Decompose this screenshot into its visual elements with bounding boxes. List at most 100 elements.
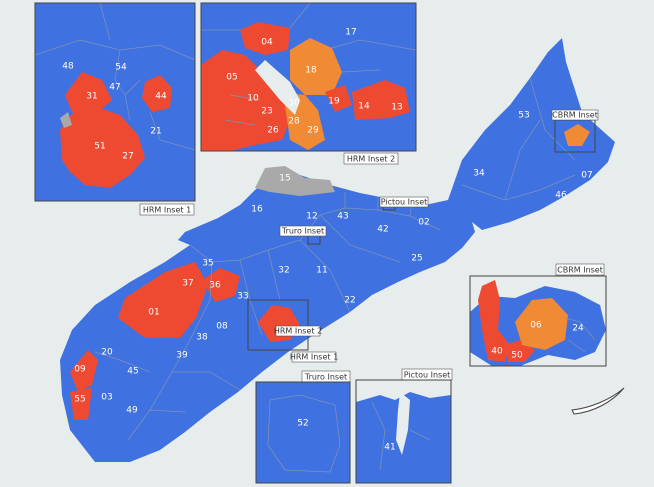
- pictou-water-2: [396, 392, 410, 455]
- hrm2-borders: [201, 2, 417, 126]
- hrm2-small-tag: HRM Inset 2: [274, 327, 322, 336]
- label-09: 09: [74, 365, 86, 375]
- label-02: 02: [418, 218, 429, 228]
- cbrm-frame: [469, 275, 607, 367]
- cbrm-small-tag-box: [551, 109, 599, 121]
- hrm1-label-51: 51: [94, 142, 105, 152]
- label-12: 12: [306, 212, 317, 222]
- label-39: 39: [176, 351, 188, 361]
- cbrm-label-24: 24: [572, 324, 584, 334]
- district-55: [70, 388, 92, 420]
- hrm2-district-18: [290, 38, 342, 95]
- hrm-inset-1: 21 27 31 44 47 48 51 54 HRM Inset 1: [34, 2, 196, 216]
- label-36: 36: [209, 281, 221, 291]
- hrm2-label-05: 05: [226, 73, 237, 83]
- hrm1-caption: HRM Inset 1: [143, 206, 191, 215]
- label-07: 07: [581, 171, 592, 181]
- label-16: 16: [251, 205, 263, 215]
- hrm2-label-17: 17: [345, 28, 356, 38]
- label-37: 37: [182, 279, 193, 289]
- hrm1-district-44: [142, 75, 172, 112]
- label-42: 42: [377, 225, 388, 235]
- hrm1-borders: [34, 2, 196, 151]
- hrm1-district-31: [65, 72, 112, 112]
- label-20: 20: [101, 348, 113, 358]
- hrm2-label-26: 26: [267, 126, 279, 136]
- label-34: 34: [473, 169, 485, 179]
- hrm1-label-21: 21: [150, 127, 161, 137]
- main-labels: 01 02 03 07 08 09 11 12 15 16 20 22 25 3…: [74, 111, 592, 416]
- sable-island: [571, 387, 625, 415]
- hrm2-water: [255, 60, 300, 115]
- pictou-frame: [355, 379, 452, 484]
- pictou-borders: [371, 401, 431, 471]
- hrm-locator-frame: [247, 299, 309, 351]
- label-38: 38: [196, 333, 208, 343]
- hrm2-label-29: 29: [307, 126, 319, 136]
- hrm2-district-05-10-23-26: [201, 50, 290, 151]
- cape-breton-shape: [448, 38, 615, 230]
- pictou-inset: Pictou Inset 41: [355, 368, 453, 484]
- truro-caption: Truro Inset: [304, 373, 347, 382]
- hrm1-label-54: 54: [115, 63, 127, 73]
- hrm1-small-tag: HRM Inset 1: [290, 353, 338, 362]
- hrm-inset-2: 04 05 10 13 14 17 18 19 23 26 28 29 30 H…: [200, 2, 417, 165]
- hrm2-label-19: 19: [328, 97, 340, 107]
- truro-small-tag: Truro Inset: [281, 227, 324, 236]
- district-09: [70, 350, 98, 392]
- label-43: 43: [337, 212, 348, 222]
- district-01: [118, 262, 208, 338]
- hrm1-gray: [60, 112, 72, 128]
- cbrm-small-tag: CBRM Inset: [552, 111, 598, 120]
- cbrm-borders: [564, 317, 596, 353]
- hrm2-caption: HRM Inset 2: [347, 155, 395, 164]
- hrm2-label-04: 04: [261, 38, 273, 48]
- cbrm-inset: CBRM Inset 06 24 40 50: [469, 263, 607, 367]
- label-53: 53: [518, 111, 529, 121]
- hrm1-label-48: 48: [62, 62, 74, 72]
- truro-inset: Truro Inset 52: [255, 370, 351, 484]
- inset-locators: HRM Inset 2 HRM Inset 1 Truro Inset Pict…: [247, 109, 599, 363]
- pictou-water: [356, 380, 451, 402]
- label-33: 33: [237, 292, 248, 302]
- hrm1-label-47: 47: [109, 83, 120, 93]
- district-15: [255, 166, 335, 196]
- cbrm-district-40: [478, 280, 510, 362]
- cbrm-caption-box: [555, 263, 605, 276]
- truro-small-tag-box: [279, 225, 327, 237]
- hrm2-frame: [200, 2, 417, 152]
- truro-label-52: 52: [297, 419, 308, 429]
- hrm2-label-23: 23: [261, 107, 272, 117]
- hrm2-district-19: [325, 85, 352, 112]
- label-46: 46: [555, 191, 567, 201]
- cbrm-caption: CBRM Inset: [557, 266, 603, 275]
- hrm2-small-tag-box: [275, 325, 321, 337]
- truro-bg: [256, 382, 350, 483]
- label-55: 55: [74, 395, 85, 405]
- truro-frame: [255, 381, 351, 484]
- pictou-caption: Pictou Inset: [404, 371, 451, 380]
- label-45: 45: [127, 367, 138, 377]
- hrm2-district-04: [240, 22, 290, 55]
- district-cbrm-small: [564, 124, 590, 146]
- cbrm-label-50: 50: [511, 351, 523, 361]
- hrm2-label-30: 30: [288, 99, 300, 109]
- label-22: 22: [344, 296, 355, 306]
- hrm1-label-27: 27: [122, 152, 133, 162]
- label-25: 25: [411, 254, 422, 264]
- hrm2-label-13: 13: [391, 103, 402, 113]
- cbrm-district-06: [515, 298, 568, 350]
- hrm2-label-28: 28: [288, 117, 300, 127]
- cbrm-label-06: 06: [530, 321, 542, 331]
- hrm2-label-18: 18: [305, 66, 317, 76]
- label-35: 35: [202, 259, 213, 269]
- label-15: 15: [279, 174, 290, 184]
- hrm1-caption-box: [139, 203, 195, 216]
- hrm1-small-tag-box: [291, 351, 337, 363]
- hrm1-district-51-27: [60, 108, 145, 188]
- hrm1-label-31: 31: [86, 92, 97, 102]
- hrm2-district-14-13: [352, 80, 410, 120]
- hrm2-label-14: 14: [358, 102, 370, 112]
- label-49: 49: [126, 406, 138, 416]
